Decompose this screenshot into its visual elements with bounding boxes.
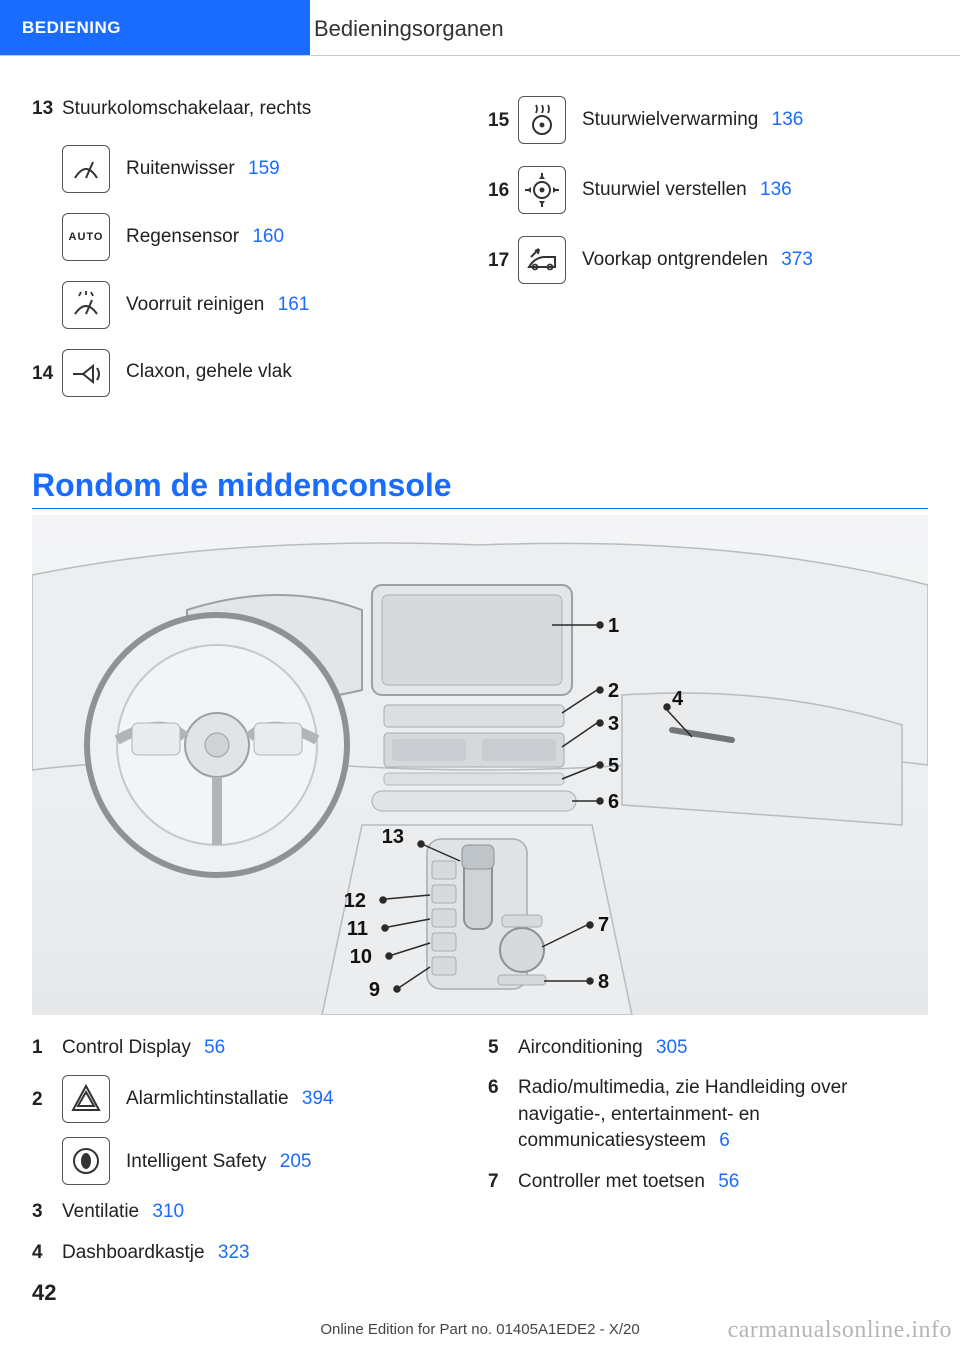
- page-ref-link[interactable]: 310: [152, 1201, 184, 1222]
- list-item: 13 Stuurkolomschakelaar, rechts: [32, 96, 472, 123]
- item-label: Voorkap ontgrendelen: [582, 249, 768, 270]
- item-label: Airconditioning: [518, 1037, 643, 1058]
- list-item: 17 Voorkap ontgrendelen 373: [488, 236, 928, 284]
- item-label: Alarmlichtinstallatie: [126, 1088, 289, 1109]
- page-ref-link[interactable]: 373: [781, 249, 813, 270]
- list-item: 2 Alarmlichtinstallatie 394: [32, 1075, 472, 1123]
- intelligent-safety-icon: [62, 1137, 110, 1185]
- top-left-column: 13 Stuurkolomschakelaar, rechts Ruitenwi…: [32, 96, 472, 419]
- svg-text:2: 2: [608, 680, 619, 702]
- washer-icon: [62, 281, 110, 329]
- item-number: 7: [488, 1169, 518, 1193]
- heated-wheel-icon: [518, 96, 566, 144]
- list-item: 15 Stuurwielverwarming 136: [488, 96, 928, 144]
- item-number: 5: [488, 1035, 518, 1059]
- item-label: Stuurwiel verstellen: [582, 179, 747, 200]
- page-header: BEDIENING Bedieningsorganen: [0, 0, 960, 56]
- item-number: 4: [32, 1240, 62, 1264]
- item-number: 16: [488, 178, 518, 202]
- page-ref-link[interactable]: 136: [772, 109, 804, 130]
- watermark-text: carmanualsonline.info: [728, 1317, 952, 1344]
- list-sub-item: Intelligent Safety 205: [62, 1137, 472, 1185]
- svg-text:13: 13: [382, 826, 404, 848]
- top-right-column: 15 Stuurwielverwarming 136 16 Stuurwiel …: [488, 96, 928, 419]
- svg-text:12: 12: [344, 890, 366, 912]
- list-item: 6 Radio/multimedia, zie Handleiding over…: [488, 1075, 928, 1155]
- item-number: 2: [32, 1087, 62, 1111]
- bottom-right-column: 5 Airconditioning 305 6 Radio/multimedia…: [488, 1035, 928, 1281]
- bottom-left-column: 1 Control Display 56 2 Alarmlichtinstall…: [32, 1035, 472, 1281]
- page-ref-link[interactable]: 159: [248, 158, 280, 179]
- top-controls-list: 13 Stuurkolomschakelaar, rechts Ruitenwi…: [32, 96, 928, 419]
- list-item: 16 Stuurwiel verstellen 136: [488, 166, 928, 214]
- bottom-legend-list: 1 Control Display 56 2 Alarmlichtinstall…: [32, 1035, 928, 1281]
- item-label: Stuurwielverwarming: [582, 109, 758, 130]
- wiper-icon: [62, 145, 110, 193]
- item-number: 15: [488, 108, 518, 132]
- page-ref-link[interactable]: 56: [718, 1171, 739, 1192]
- page-ref-link[interactable]: 394: [302, 1088, 334, 1109]
- item-label: Ventilatie: [62, 1201, 139, 1222]
- page-ref-link[interactable]: 56: [204, 1037, 225, 1058]
- list-item: 14 Claxon, gehele vlak: [32, 349, 472, 397]
- list-item: 4 Dashboardkastje 323: [32, 1240, 472, 1267]
- page-ref-link[interactable]: 136: [760, 179, 792, 200]
- page-number: 42: [32, 1280, 56, 1306]
- svg-text:8: 8: [598, 971, 609, 993]
- section-heading: Rondom de middenconsole: [32, 467, 928, 509]
- svg-text:10: 10: [350, 946, 372, 968]
- item-label: Regensensor: [126, 226, 239, 247]
- svg-text:6: 6: [608, 791, 619, 813]
- svg-text:7: 7: [598, 914, 609, 936]
- list-sub-item: AUTO Regensensor 160: [62, 213, 472, 261]
- center-console-diagram: 1 2 3 4 5 6 7 8 9 10 11 12: [32, 515, 928, 1015]
- svg-text:4: 4: [672, 688, 684, 710]
- item-label: Dashboardkastje: [62, 1242, 205, 1263]
- page-ref-link[interactable]: 323: [218, 1242, 250, 1263]
- item-number: 14: [32, 361, 62, 385]
- list-item: 3 Ventilatie 310: [32, 1199, 472, 1226]
- item-number: 6: [488, 1075, 518, 1099]
- list-item: 5 Airconditioning 305: [488, 1035, 928, 1062]
- auto-icon: AUTO: [62, 213, 110, 261]
- hazard-icon: [62, 1075, 110, 1123]
- list-item: 7 Controller met toetsen 56: [488, 1169, 928, 1196]
- item-label: Ruitenwisser: [126, 158, 235, 179]
- list-sub-item: Ruitenwisser 159: [62, 145, 472, 193]
- item-number: 1: [32, 1035, 62, 1059]
- page-ref-link[interactable]: 305: [656, 1037, 688, 1058]
- svg-text:9: 9: [369, 979, 380, 1001]
- page-ref-link[interactable]: 205: [280, 1151, 312, 1172]
- svg-text:3: 3: [608, 713, 619, 735]
- svg-text:5: 5: [608, 755, 619, 777]
- svg-text:11: 11: [347, 918, 368, 940]
- horn-icon: [62, 349, 110, 397]
- item-label: Voorruit reinigen: [126, 294, 264, 315]
- hood-release-icon: [518, 236, 566, 284]
- item-number: 17: [488, 248, 518, 272]
- item-label: Intelligent Safety: [126, 1151, 266, 1172]
- item-label: Control Display: [62, 1037, 191, 1058]
- page-ref-link[interactable]: 160: [252, 226, 284, 247]
- page-ref-link[interactable]: 6: [719, 1130, 730, 1151]
- header-chapter-title: Bedieningsorganen: [310, 0, 504, 55]
- page-ref-link[interactable]: 161: [278, 294, 310, 315]
- adjust-wheel-icon: [518, 166, 566, 214]
- item-number: 13: [32, 96, 62, 120]
- list-sub-item: Voorruit reinigen 161: [62, 281, 472, 329]
- item-label: Radio/multimedia, zie Handleiding over n…: [518, 1077, 848, 1151]
- item-number: 3: [32, 1199, 62, 1223]
- item-label: Controller met toetsen: [518, 1171, 705, 1192]
- header-section-tab: BEDIENING: [0, 0, 310, 55]
- item-label: Claxon, gehele vlak: [126, 359, 292, 386]
- svg-text:1: 1: [608, 615, 619, 637]
- list-item: 1 Control Display 56: [32, 1035, 472, 1062]
- item-label: Stuurkolomschakelaar, rechts: [62, 96, 311, 123]
